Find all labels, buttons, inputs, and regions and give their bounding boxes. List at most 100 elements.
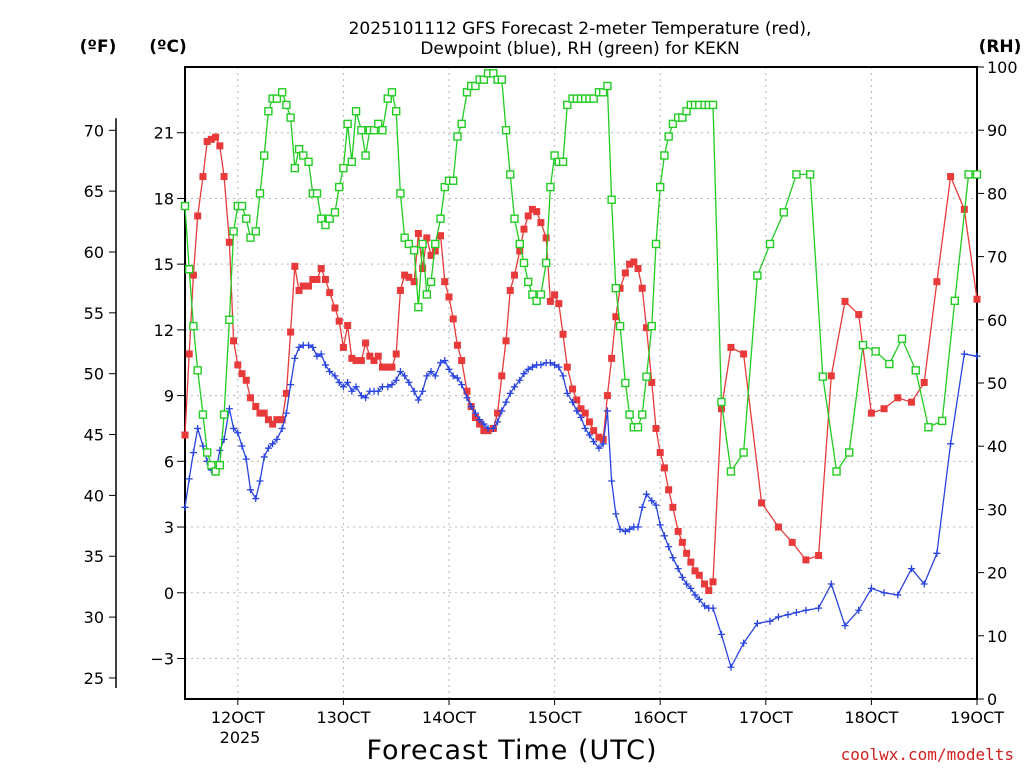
rh-point: [541, 258, 551, 268]
dewpoint-point: [933, 549, 941, 557]
dewpoint-point: [687, 584, 695, 592]
rh-point: [202, 448, 212, 457]
temperature-point: [185, 350, 193, 358]
temperature-point: [630, 258, 638, 266]
temperature-point: [542, 234, 550, 242]
temperature-point: [317, 265, 325, 273]
temperature-point: [660, 464, 668, 472]
dewpoint-point: [401, 372, 409, 380]
temperature-point: [758, 499, 766, 507]
rh-point: [431, 239, 440, 249]
temperature-point: [189, 271, 197, 279]
fahrenheit-tick-label: 45: [84, 426, 104, 445]
temperature-point: [181, 431, 189, 439]
dewpoint-point: [626, 525, 634, 533]
temperature-point: [573, 396, 581, 404]
dewpoint-point: [660, 532, 668, 540]
rh-point: [924, 423, 933, 432]
temperature-point: [506, 286, 514, 294]
temperature-point: [642, 324, 650, 332]
temperature-point: [595, 433, 603, 441]
dewpoint-point: [502, 398, 510, 406]
dewpoint-point: [506, 389, 514, 397]
data-series: [180, 69, 982, 671]
rh-point: [642, 372, 651, 381]
rh-tick-label: 90: [987, 121, 1007, 140]
temperature-point: [458, 357, 466, 365]
fahrenheit-tick-label: 65: [84, 182, 104, 201]
dewpoint-point: [691, 591, 699, 599]
dewpoint-point: [463, 394, 471, 402]
temperature-point: [638, 284, 646, 292]
rh-point: [633, 423, 643, 432]
dewpoint-point: [740, 639, 748, 647]
fahrenheit-unit-label: (ºF): [80, 37, 117, 57]
rh-point: [229, 227, 238, 236]
rh-point: [453, 132, 462, 141]
fahrenheit-tick-label: 60: [84, 243, 104, 262]
temperature-series-line: [184, 136, 978, 592]
dewpoint-point: [305, 341, 313, 349]
rh-point: [462, 88, 472, 97]
rh-point: [347, 157, 357, 167]
dewpoint-point: [335, 378, 343, 386]
rh-point: [207, 460, 216, 470]
dewpoint-point: [827, 580, 835, 588]
dewpoint-point: [189, 449, 197, 457]
rh-point: [457, 119, 466, 129]
temperature-point: [674, 527, 682, 535]
dewpoint-point: [665, 543, 673, 551]
celsius-tick-label: 21: [154, 124, 174, 143]
temperature-point: [370, 357, 378, 365]
temperature-point: [709, 578, 717, 586]
dewpoint-point: [344, 378, 352, 386]
temperature-point: [841, 297, 849, 305]
dewpoint-point: [621, 527, 629, 535]
dewpoint-point: [947, 440, 955, 448]
dewpoint-point: [577, 414, 585, 422]
rh-point: [739, 448, 748, 457]
temperature-point: [291, 262, 299, 270]
rh-point: [361, 151, 370, 160]
temperature-point: [357, 357, 365, 365]
rh-point: [277, 88, 287, 97]
temperature-point: [445, 293, 453, 301]
dewpoint-point: [278, 424, 286, 432]
rh-point: [272, 94, 282, 103]
rh-point: [638, 410, 647, 419]
rh-point: [264, 107, 273, 116]
dewpoint-point: [414, 396, 422, 404]
temperature-point: [230, 337, 238, 345]
temperature-point: [471, 414, 479, 422]
rh-point: [753, 271, 762, 280]
dewpoint-point: [656, 521, 664, 529]
temperature-point: [555, 300, 563, 308]
rh-point: [519, 258, 529, 268]
dewpoint-point: [445, 365, 453, 373]
temperature-point: [855, 311, 863, 319]
plot-frame: [184, 66, 978, 700]
dewpoint-point: [563, 389, 571, 397]
dewpoint-point: [194, 424, 202, 432]
x-tick-label: 15OCT: [528, 708, 582, 727]
fahrenheit-tick-label: 35: [84, 547, 104, 566]
dewpoint-point: [185, 475, 193, 483]
dewpoint-point: [449, 372, 457, 380]
temperature-point: [510, 271, 518, 279]
rh-point: [524, 277, 533, 287]
temperature-point: [194, 212, 202, 220]
temperature-point: [392, 350, 400, 358]
temperature-point: [494, 409, 502, 417]
dewpoint-point: [717, 630, 725, 638]
temperature-point: [585, 418, 593, 426]
rh-point: [911, 366, 920, 375]
dewpoint-point: [273, 435, 281, 443]
rh-point: [392, 107, 401, 116]
rh-point: [282, 100, 291, 110]
temperature-point: [207, 135, 215, 143]
rh-tick-label: 0: [987, 690, 997, 709]
dewpoint-point: [427, 367, 435, 375]
dewpoint-point: [520, 370, 528, 378]
fahrenheit-tick-label: 50: [84, 365, 104, 384]
